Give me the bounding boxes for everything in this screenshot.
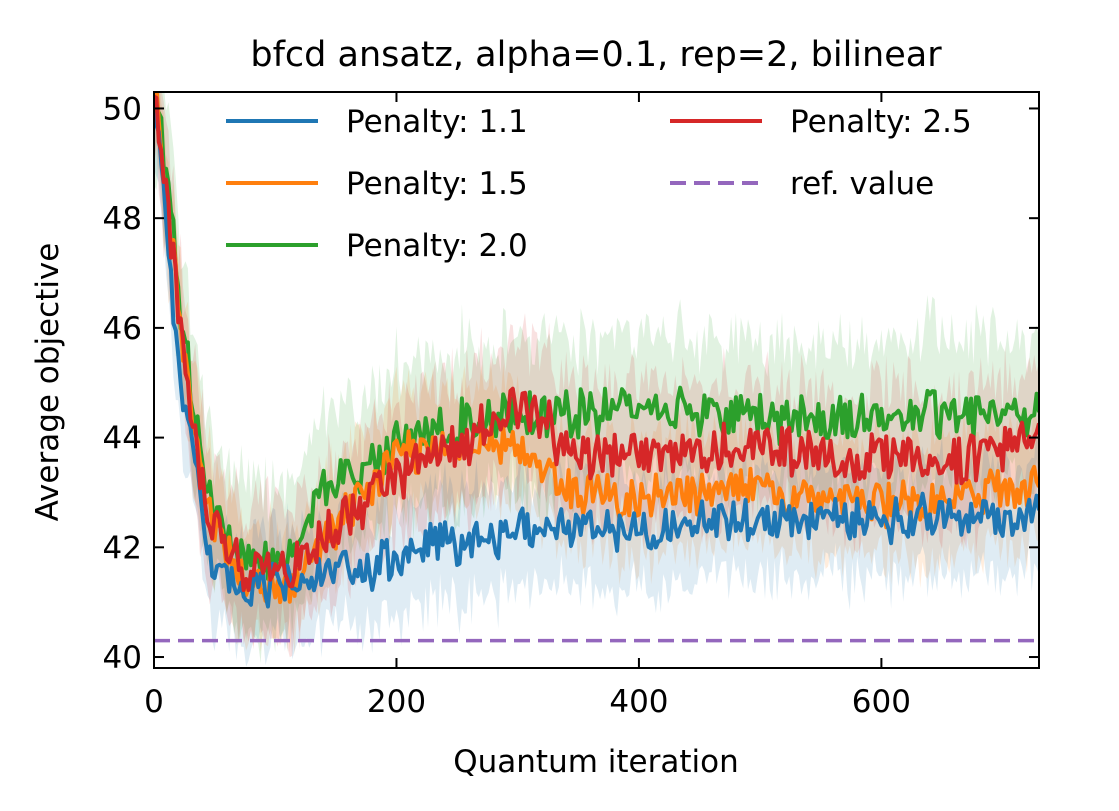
legend-label: Penalty: 2.5 xyxy=(790,104,972,140)
y-tick-label: 46 xyxy=(103,311,142,347)
x-tick-label: 400 xyxy=(609,684,668,720)
legend: Penalty: 1.1 Penalty: 1.5 Penalty: 2.0 Pena… xyxy=(226,104,972,264)
y-tick-label: 50 xyxy=(103,91,142,127)
series-line xyxy=(154,112,1039,609)
chart-title: bfcd ansatz, alpha=0.1, rep=2, bilinear xyxy=(250,35,942,75)
y-tick-label: 44 xyxy=(103,421,142,457)
x-tick-label: 600 xyxy=(852,684,911,720)
series-line xyxy=(154,107,1039,581)
x-tick-label: 200 xyxy=(367,684,426,720)
y-axis-ticks: 40 42 44 46 48 50 xyxy=(103,91,1039,676)
legend-label: Penalty: 2.0 xyxy=(346,228,528,264)
y-tick-label: 42 xyxy=(103,530,142,566)
x-axis-ticks: 0 200 400 600 xyxy=(144,92,911,720)
series-lines xyxy=(154,92,1039,643)
x-tick-label: 0 xyxy=(144,684,164,720)
legend-label: ref. value xyxy=(790,166,934,202)
y-axis-label: Average objective xyxy=(30,243,66,522)
y-tick-label: 40 xyxy=(103,640,142,676)
plot-frame xyxy=(153,91,1040,669)
series-line xyxy=(154,94,1039,593)
y-tick-label: 48 xyxy=(103,201,142,237)
confidence-band xyxy=(154,92,1039,664)
legend-label: Penalty: 1.5 xyxy=(346,166,528,202)
x-axis-label: Quantum iteration xyxy=(453,744,739,780)
legend-label: Penalty: 1.1 xyxy=(346,104,528,140)
